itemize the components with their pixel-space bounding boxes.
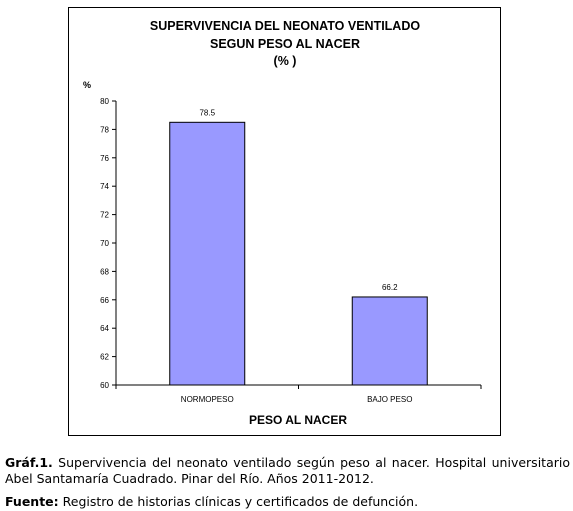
figure-caption: Gráf.1. Supervivencia del neonato ventil… — [5, 455, 570, 487]
y-tick-label: 74 — [100, 182, 109, 191]
x-axis-title: PESO AL NACER — [249, 413, 347, 427]
y-axis-unit: % — [83, 80, 91, 90]
chart-title-line: SEGUN PESO AL NACER — [210, 37, 360, 51]
bar-chart: SUPERVIVENCIA DEL NEONATO VENTILADO SEGUN… — [83, 19, 482, 427]
caption-label: Gráf.1. — [5, 455, 53, 470]
y-tick-label: 60 — [100, 381, 109, 390]
source-label: Fuente: — [5, 494, 59, 509]
figure-source: Fuente: Registro de historias clínicas y… — [5, 494, 570, 510]
source-text: Registro de historias clínicas y certifi… — [58, 494, 419, 509]
y-tick-label: 80 — [100, 97, 109, 106]
y-tick-label: 64 — [100, 324, 109, 333]
y-tick-label: 70 — [100, 239, 109, 248]
data-label: 78.5 — [199, 108, 215, 117]
x-category-label: NORMOPESO — [181, 395, 234, 404]
y-tick-label: 62 — [100, 353, 109, 362]
y-tick-label: 66 — [100, 296, 109, 305]
chart-frame: SUPERVIVENCIA DEL NEONATO VENTILADO SEGUN… — [68, 7, 501, 436]
chart-title-line: SUPERVIVENCIA DEL NEONATO VENTILADO — [150, 19, 420, 33]
bar — [169, 121, 246, 386]
x-category-label: BAJO PESO — [367, 395, 412, 404]
chart-title-line: (% ) — [274, 54, 297, 68]
caption-text: Supervivencia del neonato ventilado segú… — [5, 455, 570, 486]
bar — [351, 296, 428, 386]
y-tick-label: 78 — [100, 125, 109, 134]
y-tick-label: 76 — [100, 154, 109, 163]
data-label: 66.2 — [382, 283, 398, 292]
y-tick-label: 72 — [100, 211, 109, 220]
y-tick-label: 68 — [100, 267, 109, 276]
